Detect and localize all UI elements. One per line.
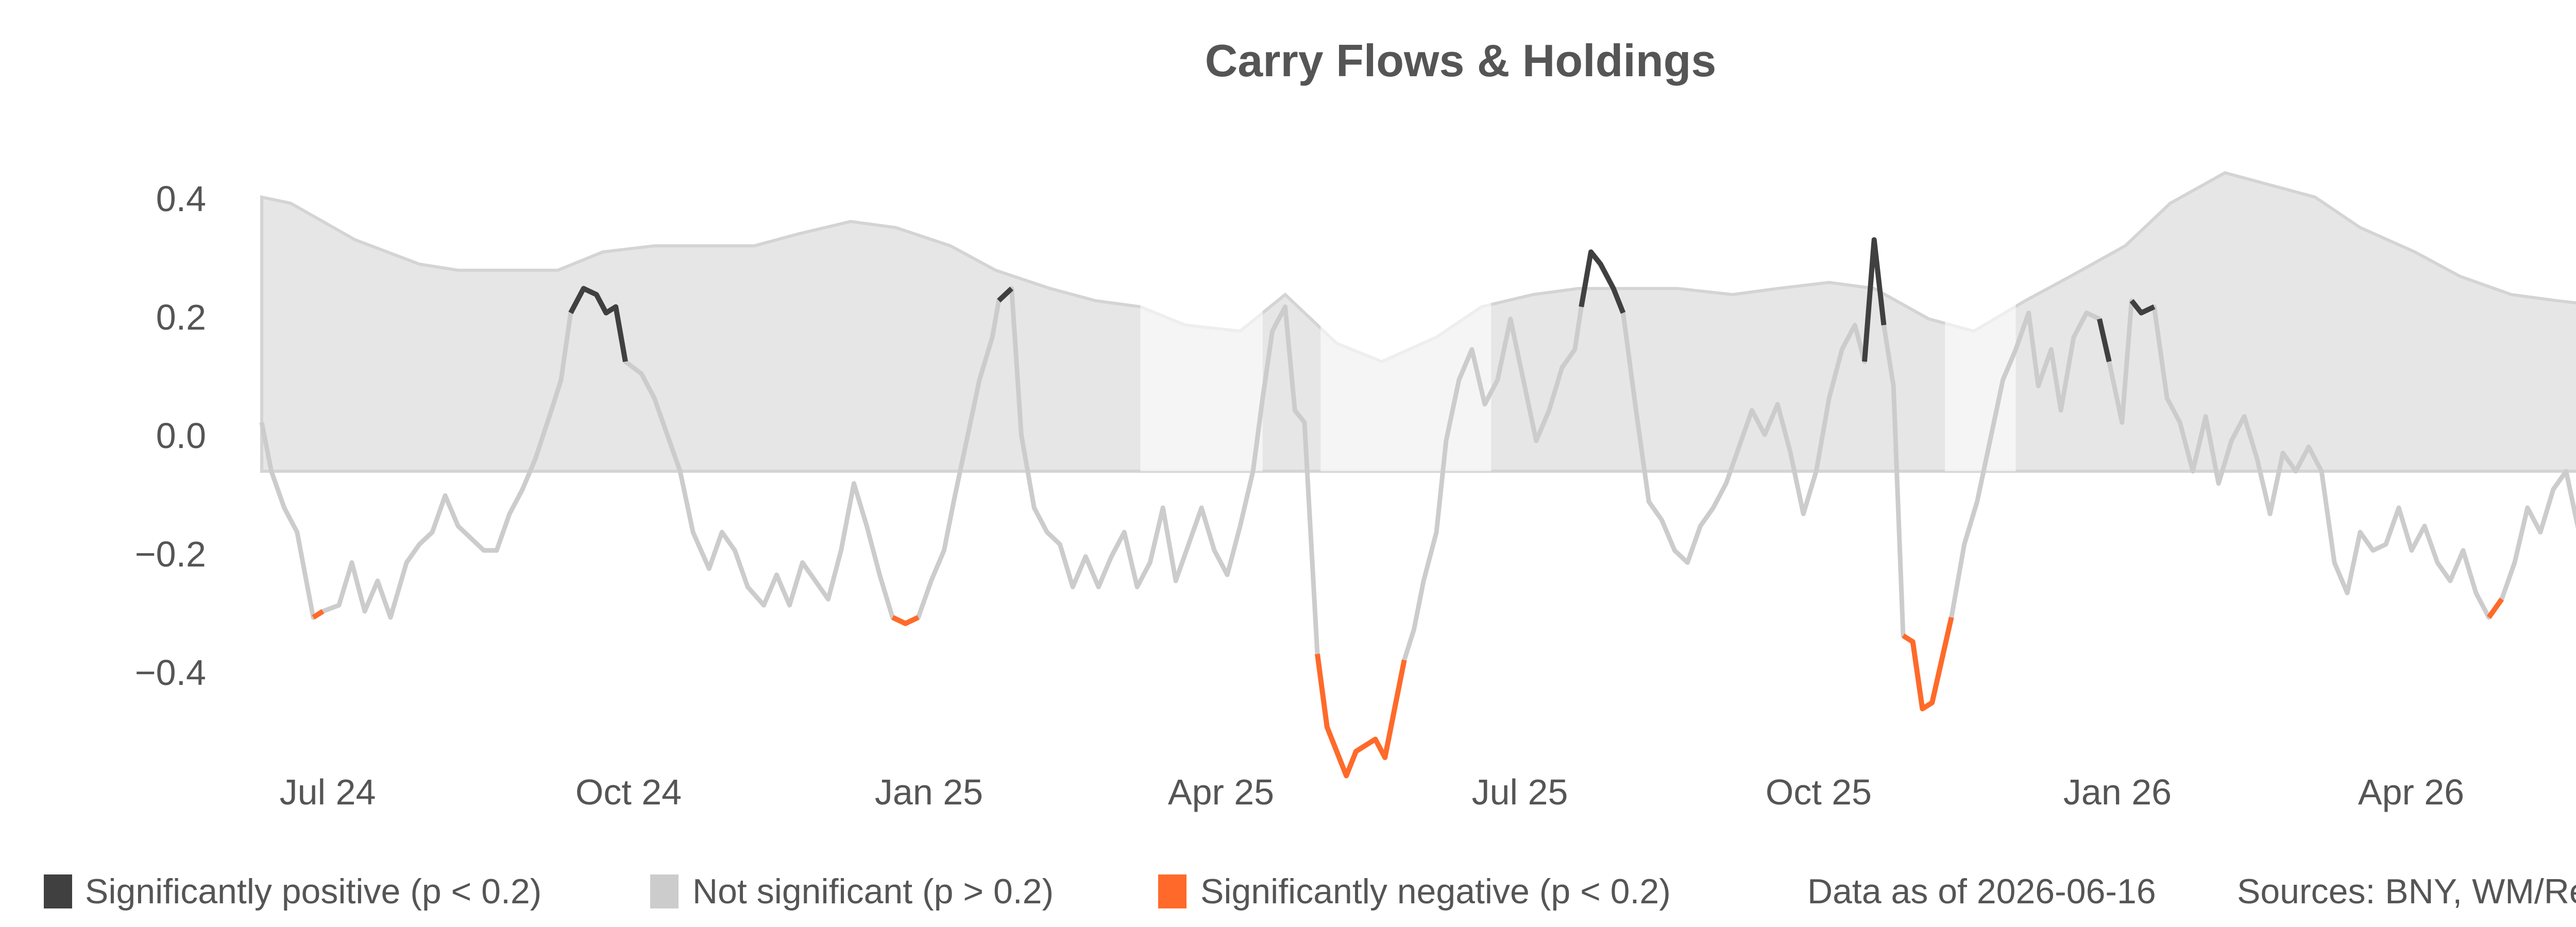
significance-segment-negative <box>1902 616 1954 712</box>
legend-swatch-not-significant <box>650 874 679 908</box>
sources-note: Sources: BNY, WM/Refinitiv <box>2237 872 2576 911</box>
significance-segment-positive <box>2097 318 2112 363</box>
legend-item-positive[interactable]: Significantly positive (p < 0.2) <box>44 872 541 911</box>
legend-swatch-negative <box>1158 874 1187 908</box>
x-axis: Jul 24 Oct 24 Jan 25 Apr 25 Jul 25 Oct 2… <box>280 772 2465 812</box>
significance-segment-positive <box>568 286 628 362</box>
significance-segment-positive <box>997 286 1013 303</box>
significance-segment-negative <box>1315 654 1407 779</box>
x-tick-label: Jan 25 <box>875 772 983 812</box>
legend-label-not-significant: Not significant (p > 0.2) <box>692 872 1054 911</box>
data-date-note: Data as of 2026-06-16 <box>1807 872 2156 911</box>
y-tick-label: −0.4 <box>135 653 206 693</box>
x-tick-label: Apr 26 <box>2358 772 2464 812</box>
significance-segment-positive <box>2129 299 2156 316</box>
holdings-faded-range <box>1945 134 2016 471</box>
y-tick-label: 0.4 <box>156 179 206 219</box>
y-axis: 0.4 0.2 0.0 −0.2 −0.4 <box>135 179 206 693</box>
chart-title: Carry Flows & Holdings <box>1205 35 1717 86</box>
flows-line-path <box>259 237 2576 778</box>
holdings-faded-range <box>1140 134 1263 471</box>
legend-item-negative[interactable]: Significantly negative (p < 0.2) <box>1158 872 1671 911</box>
legend-label-positive: Significantly positive (p < 0.2) <box>85 872 541 911</box>
x-tick-label: Oct 24 <box>575 772 682 812</box>
x-tick-label: Jul 25 <box>1472 772 1568 812</box>
holdings-faded-range <box>1320 134 1492 471</box>
x-tick-label: Oct 25 <box>1766 772 1872 812</box>
legend-item-not-significant[interactable]: Not significant (p > 0.2) <box>650 872 1054 911</box>
x-tick-label: Jul 24 <box>280 772 376 812</box>
x-tick-label: Apr 25 <box>1168 772 1274 812</box>
legend-label-negative: Significantly negative (p < 0.2) <box>1200 872 1671 911</box>
y-tick-label: 0.2 <box>156 297 206 337</box>
flows-line <box>259 237 2576 779</box>
significance-segment-negative <box>312 609 325 620</box>
significance-segment-negative <box>2486 597 2504 619</box>
y-tick-label: 0.0 <box>156 416 206 456</box>
legend: Significantly positive (p < 0.2) Not sig… <box>44 872 1671 911</box>
legend-swatch-positive <box>44 874 72 908</box>
significance-segment-negative <box>891 615 920 626</box>
significance-segment-positive <box>1579 249 1626 314</box>
significance-segment-positive <box>1862 237 1887 362</box>
y-tick-label: −0.2 <box>135 534 206 574</box>
holdings-area <box>260 134 2576 473</box>
x-tick-label: Jan 26 <box>2063 772 2172 812</box>
